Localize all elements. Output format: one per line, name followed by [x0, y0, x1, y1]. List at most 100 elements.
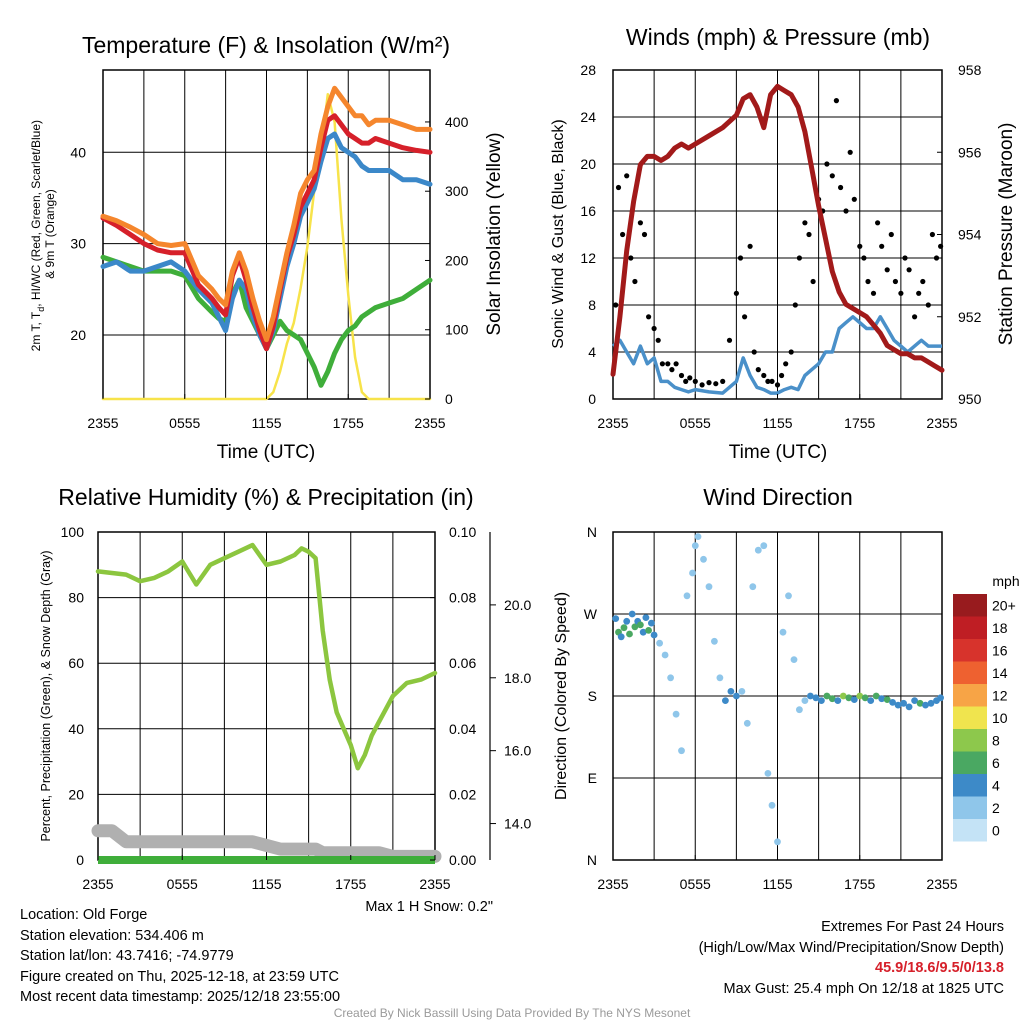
winds-x-axis-label: Time (UTC) [729, 442, 828, 463]
direction-chart-title: Wind Direction [703, 484, 853, 510]
direction-point [790, 656, 798, 663]
direction-ytick-label: E [588, 770, 597, 786]
humidity-xtick-label: 2355 [82, 876, 113, 892]
legend-title: mph [992, 573, 1019, 589]
solar-ytick-label: 200 [445, 252, 469, 268]
gust-point [733, 290, 740, 296]
solar-ytick-label: 300 [445, 183, 469, 199]
station-pressure-line [610, 83, 945, 377]
gust-point [678, 372, 685, 379]
direction-point [905, 703, 913, 711]
direction-point [700, 555, 707, 563]
gust-point [669, 367, 675, 373]
direction-point [911, 697, 918, 704]
gust-point [747, 243, 753, 249]
gust-point [861, 255, 867, 261]
direction-point [916, 699, 924, 707]
direction-y-axis-label: Direction (Colored By Speed) [553, 592, 570, 800]
direction-point [796, 706, 803, 714]
direction-point [764, 770, 772, 777]
pressure-ytick-label: 958 [958, 62, 982, 78]
direction-point [839, 692, 847, 700]
temperature-chart-title: Temperature (F) & Insolation (W/m²) [82, 32, 450, 58]
gust-point [765, 378, 771, 384]
gust-point [706, 380, 712, 386]
winds-y-axis-label: Sonic Wind & Gust (Blue, Black) [550, 119, 567, 348]
humidity-ytick-label: 100 [61, 524, 85, 540]
gust-point [929, 231, 936, 238]
legend-label: 8 [992, 732, 1000, 748]
gust-point [938, 243, 944, 249]
temperature-ytick-label: 30 [70, 236, 86, 252]
temperature-ytick-label: 40 [70, 144, 86, 160]
temperature-ytick-label: 20 [70, 327, 86, 343]
humidity-xtick-label: 1155 [251, 876, 281, 892]
gust-point [788, 349, 794, 355]
direction-point [889, 699, 896, 706]
temperature-xtick-label: 1755 [333, 415, 364, 431]
direction-xtick-label: 1755 [844, 876, 875, 892]
gust-point [613, 302, 619, 308]
direction-point [878, 695, 886, 703]
direction-point [872, 692, 880, 700]
direction-point [691, 542, 699, 550]
direction-panel: Wind Direction 2355 0555 1155 1755 2355NESWN… [553, 484, 1020, 892]
direction-point [639, 628, 647, 636]
direction-point [774, 838, 781, 846]
gust-point [857, 243, 863, 249]
temperature-xtick-label: 0555 [169, 415, 200, 431]
wind-ytick-label: 12 [580, 250, 596, 266]
winds-xtick-label: 1155 [762, 415, 792, 431]
relative-humidity-line [95, 542, 438, 771]
legend-swatch [953, 796, 987, 819]
winds-y2-axis-label: Station Pressure (Maroon) [996, 123, 1017, 346]
direction-point [623, 617, 631, 625]
direction-point [656, 639, 663, 647]
humidity-panel: Relative Humidity (%) & Precipitation (i… [39, 484, 531, 915]
gust-point [673, 361, 679, 367]
pressure-ytick-label: 954 [958, 227, 982, 243]
legend-label: 20+ [992, 597, 1016, 613]
winds-xtick-label: 1755 [844, 415, 875, 431]
direction-point [845, 694, 853, 702]
gust-point [699, 382, 705, 388]
pressure-ytick-label: 956 [958, 144, 982, 160]
direction-xtick-label: 2355 [926, 876, 957, 892]
direction-point [672, 710, 680, 718]
direction-point [637, 621, 644, 629]
gust-point [829, 173, 835, 179]
direction-point [631, 623, 639, 631]
temperature-x-axis-label: Time (UTC) [217, 442, 316, 463]
direction-point [683, 592, 691, 600]
legend-swatch [953, 819, 987, 842]
humidity-ytick-label: 0 [76, 852, 84, 868]
temperature-y-axis-label: 2m T, Td, HI/WC (Red, Green, Scarlet/Blu… [29, 117, 57, 352]
elevation-text: Station elevation: 534.406 m [20, 927, 204, 944]
extremes-fields: (High/Low/Max Wind/Precipitation/Snow De… [698, 939, 1004, 956]
direction-point [856, 692, 864, 700]
legend-swatch [953, 729, 987, 752]
gust-point [783, 361, 789, 367]
gust-point [720, 378, 726, 384]
legend-swatch [953, 684, 987, 707]
solar-ytick-label: 400 [445, 114, 469, 130]
gust-point [838, 184, 844, 191]
gust-point [615, 184, 622, 191]
direction-point [807, 692, 814, 700]
direction-point [626, 630, 633, 638]
direction-point [883, 696, 891, 703]
humidity-ytick-label: 80 [68, 590, 84, 606]
humidity-xtick-label: 0555 [167, 876, 198, 892]
gust-point [898, 290, 904, 296]
direction-point [642, 614, 650, 621]
temperature-xtick-label: 1155 [251, 415, 281, 431]
latlon-text: Station lat/lon: 43.7416; -74.9779 [20, 948, 234, 964]
direction-point [733, 692, 740, 700]
gust-point [651, 325, 657, 332]
direction-point [620, 624, 628, 632]
wind-ytick-label: 16 [580, 203, 596, 219]
legend-swatch [953, 751, 987, 774]
gust-point [774, 382, 781, 388]
gust-point [637, 220, 644, 226]
